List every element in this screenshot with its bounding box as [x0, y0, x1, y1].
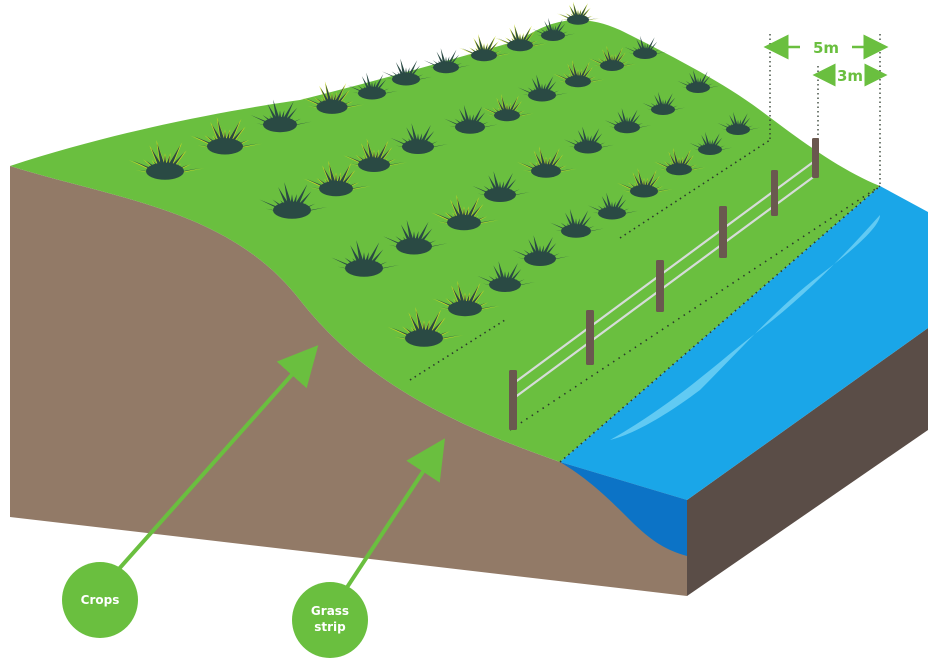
crop-plant	[556, 1, 601, 25]
arrow-up-icon	[116, 345, 319, 572]
fence-post	[656, 260, 664, 312]
crop-plant	[517, 146, 578, 178]
crop-plant	[190, 116, 263, 155]
crop-plant	[331, 240, 400, 277]
crop-plant	[432, 280, 501, 317]
fence-post	[719, 206, 727, 258]
crop-plant	[481, 94, 534, 122]
crop-plant	[301, 81, 365, 114]
grass-surface	[10, 19, 880, 463]
river-bank-deep	[560, 462, 687, 556]
fence-post	[771, 170, 778, 216]
crop-plant	[444, 104, 498, 134]
grass-strip-label-line2: strip	[314, 620, 346, 634]
grass-strip-label-line1: Grass	[311, 604, 349, 618]
crop-plant	[494, 24, 547, 52]
crop-plant	[604, 108, 652, 134]
soil-side-face	[687, 328, 928, 596]
crops-label: Crops	[81, 593, 120, 607]
crop-plant	[642, 91, 686, 115]
crop-plant	[477, 261, 535, 292]
crop-plant	[617, 168, 673, 198]
crop-plant	[517, 74, 569, 102]
crop-plant	[653, 148, 706, 176]
buffer-boundary-lines	[409, 139, 881, 463]
crop-plant	[431, 194, 500, 231]
crop-plant	[563, 126, 615, 154]
crop-plant	[472, 171, 530, 202]
crop-plant	[677, 69, 721, 93]
crop-plant	[383, 219, 448, 255]
fence-posts	[509, 138, 819, 430]
crop-plant	[128, 139, 205, 180]
crop-plant	[512, 235, 570, 266]
crop-plant	[303, 160, 372, 197]
crop-plant	[532, 17, 576, 41]
crop-plant	[550, 208, 604, 238]
crop-plant	[588, 45, 637, 71]
grass-strip-callout: Grass strip	[292, 582, 368, 658]
crop-plant	[390, 123, 448, 154]
dimension-label-3m: 3m	[837, 67, 863, 85]
dimension-5m: 5m	[763, 34, 889, 60]
crop-plant	[250, 99, 312, 133]
crop-plant	[387, 306, 464, 347]
crop-plant	[717, 111, 761, 135]
crop-plant	[624, 35, 668, 59]
soil-front-face	[10, 166, 687, 596]
crop-plant	[259, 182, 328, 219]
crop-plant	[689, 131, 733, 156]
crop-plant	[381, 58, 433, 86]
fence-post	[509, 370, 517, 430]
crop-plant	[347, 72, 399, 100]
crop-plant	[458, 34, 511, 62]
dimension-label-5m: 5m	[813, 39, 839, 57]
fence-post	[586, 310, 594, 365]
arrow-up-icon	[338, 438, 445, 600]
crop-plant	[343, 138, 408, 172]
fence-wires	[513, 159, 817, 399]
crop-plant	[552, 60, 605, 88]
crop-plant	[423, 48, 471, 74]
fence-post	[812, 138, 819, 178]
crops-callout: Crops	[62, 562, 138, 638]
crop-plant	[587, 192, 639, 220]
dimension-3m: 3m	[812, 63, 888, 87]
crop-plants	[128, 1, 761, 347]
